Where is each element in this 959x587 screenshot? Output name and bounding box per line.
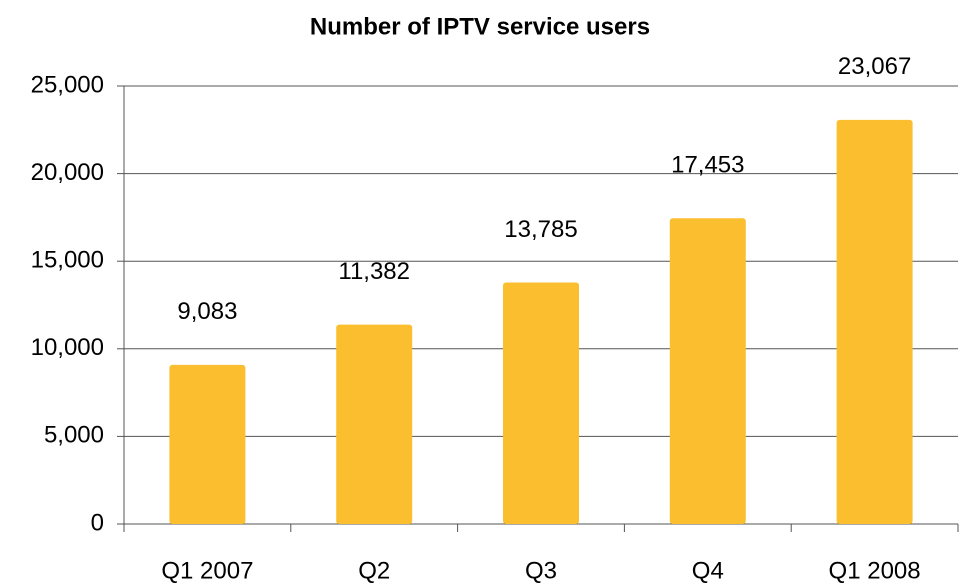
x-tick-label: Q3 <box>525 557 557 584</box>
data-label: 9,083 <box>177 298 237 325</box>
y-tick-label: 10,000 <box>31 334 104 361</box>
chart-title: Number of IPTV service users <box>310 13 650 40</box>
x-tick-label: Q1 2007 <box>161 557 253 584</box>
y-tick-label: 0 <box>91 509 104 536</box>
bar <box>169 364 246 524</box>
data-label: 17,453 <box>671 152 744 179</box>
x-tick-label: Q1 2008 <box>829 557 921 584</box>
y-tick-label: 25,000 <box>31 71 104 98</box>
data-label: 11,382 <box>338 258 410 285</box>
x-tick-label: Q2 <box>358 557 390 584</box>
data-label: 13,785 <box>504 216 577 243</box>
bar <box>336 324 413 524</box>
y-tick-label: 15,000 <box>31 247 104 274</box>
x-tick-label: Q4 <box>692 557 724 584</box>
y-tick-label: 20,000 <box>31 159 104 186</box>
bar <box>836 119 913 525</box>
y-tick-label: 5,000 <box>44 422 104 449</box>
bar <box>669 218 746 524</box>
data-label: 23,067 <box>838 53 911 80</box>
bar <box>503 282 579 524</box>
